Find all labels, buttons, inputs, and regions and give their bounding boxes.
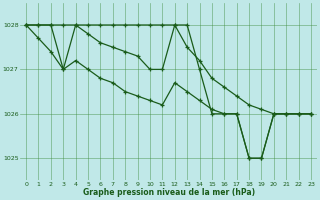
X-axis label: Graphe pression niveau de la mer (hPa): Graphe pression niveau de la mer (hPa) — [83, 188, 255, 197]
